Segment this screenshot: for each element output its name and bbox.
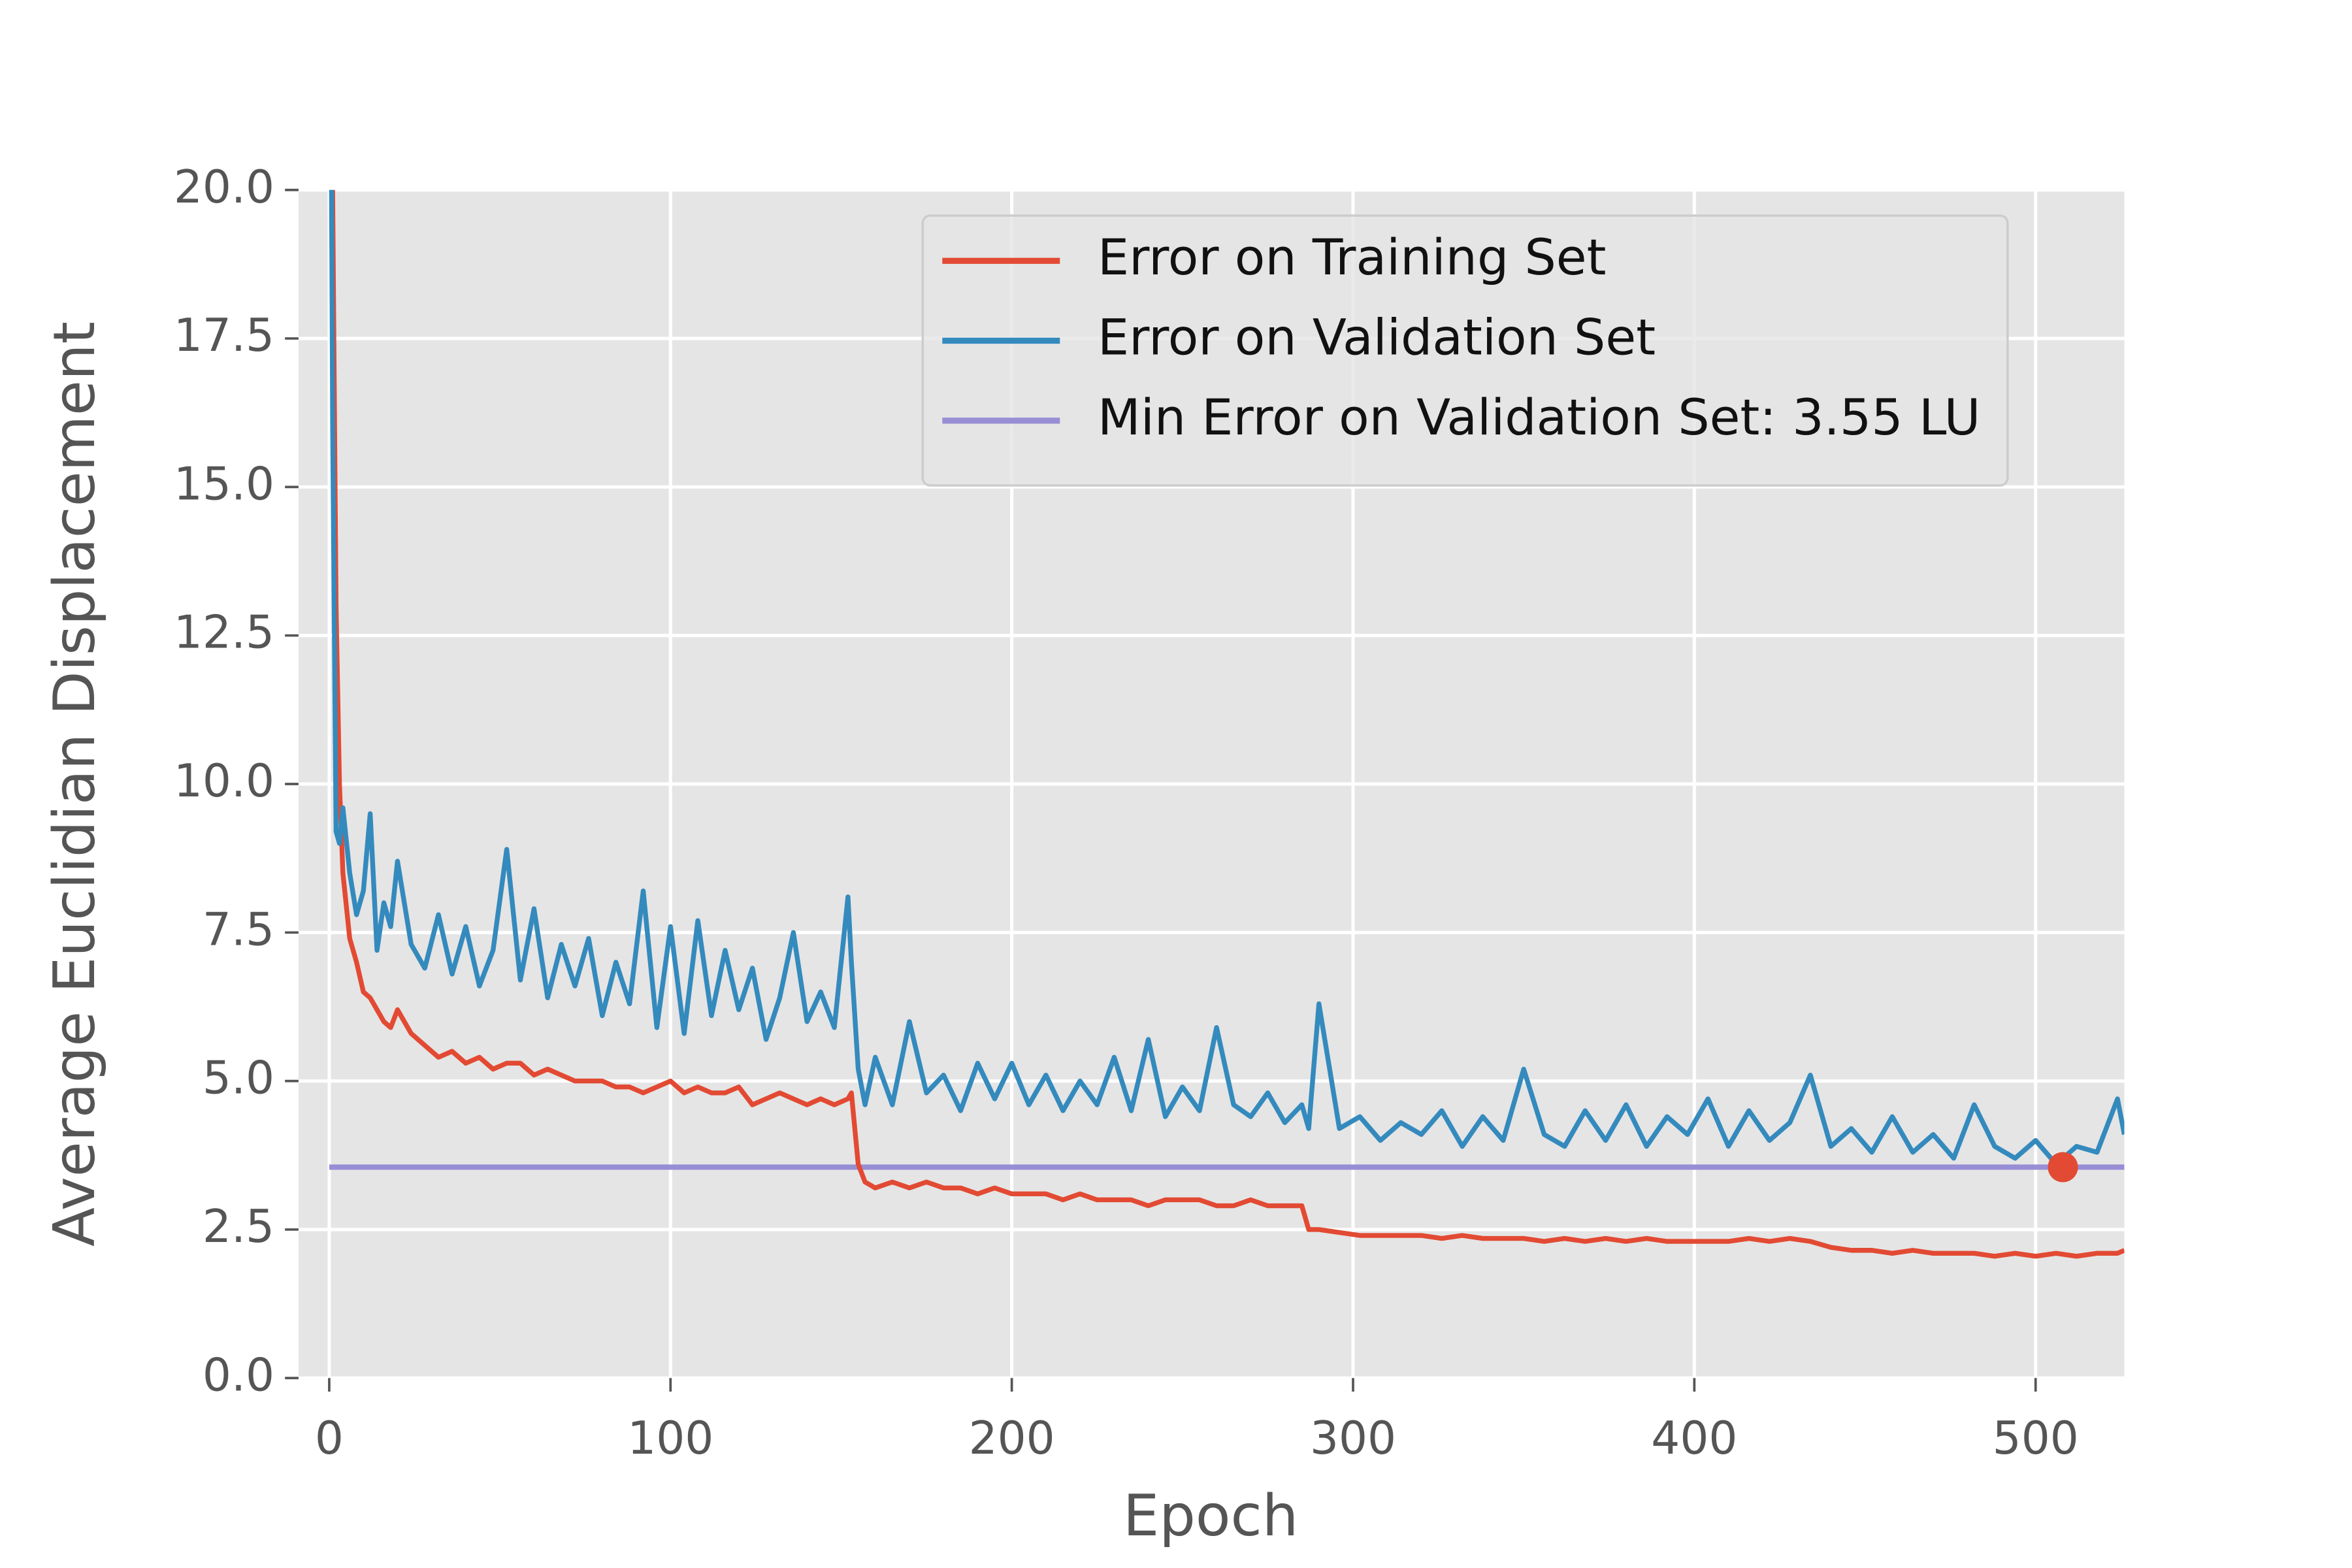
legend-label: Error on Validation Set — [1098, 308, 1656, 367]
x-tick-label: 500 — [1993, 1413, 2079, 1465]
y-tick-label: 10.0 — [174, 755, 274, 808]
y-tick-label: 7.5 — [203, 904, 274, 956]
y-axis-title: Average Euclidian Displacement — [41, 321, 108, 1247]
x-tick-label: 300 — [1310, 1413, 1396, 1465]
legend-label: Error on Training Set — [1098, 228, 1607, 286]
axes: 0.0 2.5 5.0 7.5 10.0 12.5 15.0 17.5 20.0 0 100 200 3… — [174, 161, 2079, 1465]
legend: Error on Training Set Error on Validation… — [921, 214, 2009, 487]
min-marker — [2048, 1152, 2078, 1183]
series-line — [329, 189, 2125, 1167]
legend-label: Min Error on Validation Set: 3.55 LU — [1098, 388, 1980, 446]
series-line — [330, 189, 2125, 1259]
y-tick-label: 5.0 — [203, 1053, 274, 1105]
y-tick-label: 12.5 — [174, 607, 274, 659]
plot-lines — [329, 189, 2125, 1259]
y-tick-label: 2.5 — [203, 1201, 274, 1253]
x-tick-label: 400 — [1651, 1413, 1737, 1465]
x-tick-label: 200 — [969, 1413, 1055, 1465]
x-axis-title: Epoch — [1123, 1482, 1299, 1549]
x-tick-label: 0 — [315, 1413, 344, 1465]
y-tick-label: 0.0 — [203, 1349, 274, 1401]
legend-box — [921, 214, 2009, 487]
y-tick-label: 15.0 — [174, 458, 274, 510]
y-tick-label: 17.5 — [174, 310, 274, 362]
y-tick-label: 20.0 — [174, 161, 274, 214]
x-tick-label: 100 — [627, 1413, 713, 1465]
